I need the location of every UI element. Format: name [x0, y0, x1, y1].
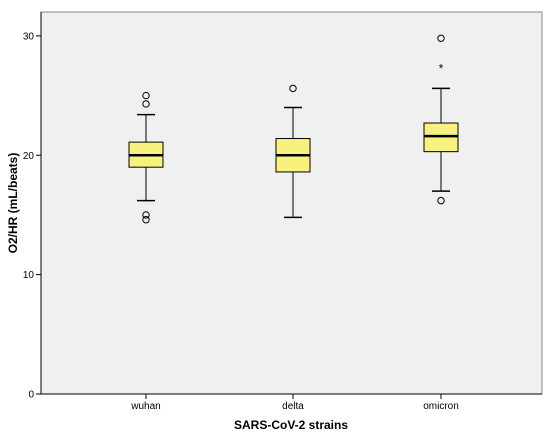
- y-tick-label: 20: [23, 151, 35, 162]
- outlier-circle: [142, 211, 150, 219]
- box-series: *: [128, 34, 459, 224]
- y-tick-label: 0: [28, 390, 34, 401]
- outlier-circle: [142, 216, 150, 224]
- x-tick-label: wuhan: [130, 401, 160, 412]
- outlier-circle: [437, 34, 445, 42]
- x-tick-label: delta: [282, 401, 304, 412]
- extreme-outlier-star: *: [439, 62, 444, 76]
- outlier-circle: [437, 196, 445, 205]
- x-tick-label: omicron: [423, 401, 459, 412]
- outlier-circle: [142, 91, 150, 100]
- x-axis: wuhan delta omicron: [41, 393, 542, 412]
- y-tick-label: 10: [23, 270, 35, 281]
- outlier-circle: [289, 84, 297, 93]
- box-wuhan: [128, 91, 164, 224]
- outlier-circle: [142, 100, 150, 108]
- box-omicron: *: [423, 34, 459, 205]
- y-axis: 0 10 20 30: [23, 12, 42, 401]
- x-axis-title: SARS-CoV-2 strains: [234, 418, 348, 432]
- y-axis-title: O2/HR (mL/beats): [6, 153, 20, 254]
- plot-area: [40, 11, 543, 395]
- box-delta: [275, 84, 311, 219]
- y-tick-label: 30: [23, 31, 35, 42]
